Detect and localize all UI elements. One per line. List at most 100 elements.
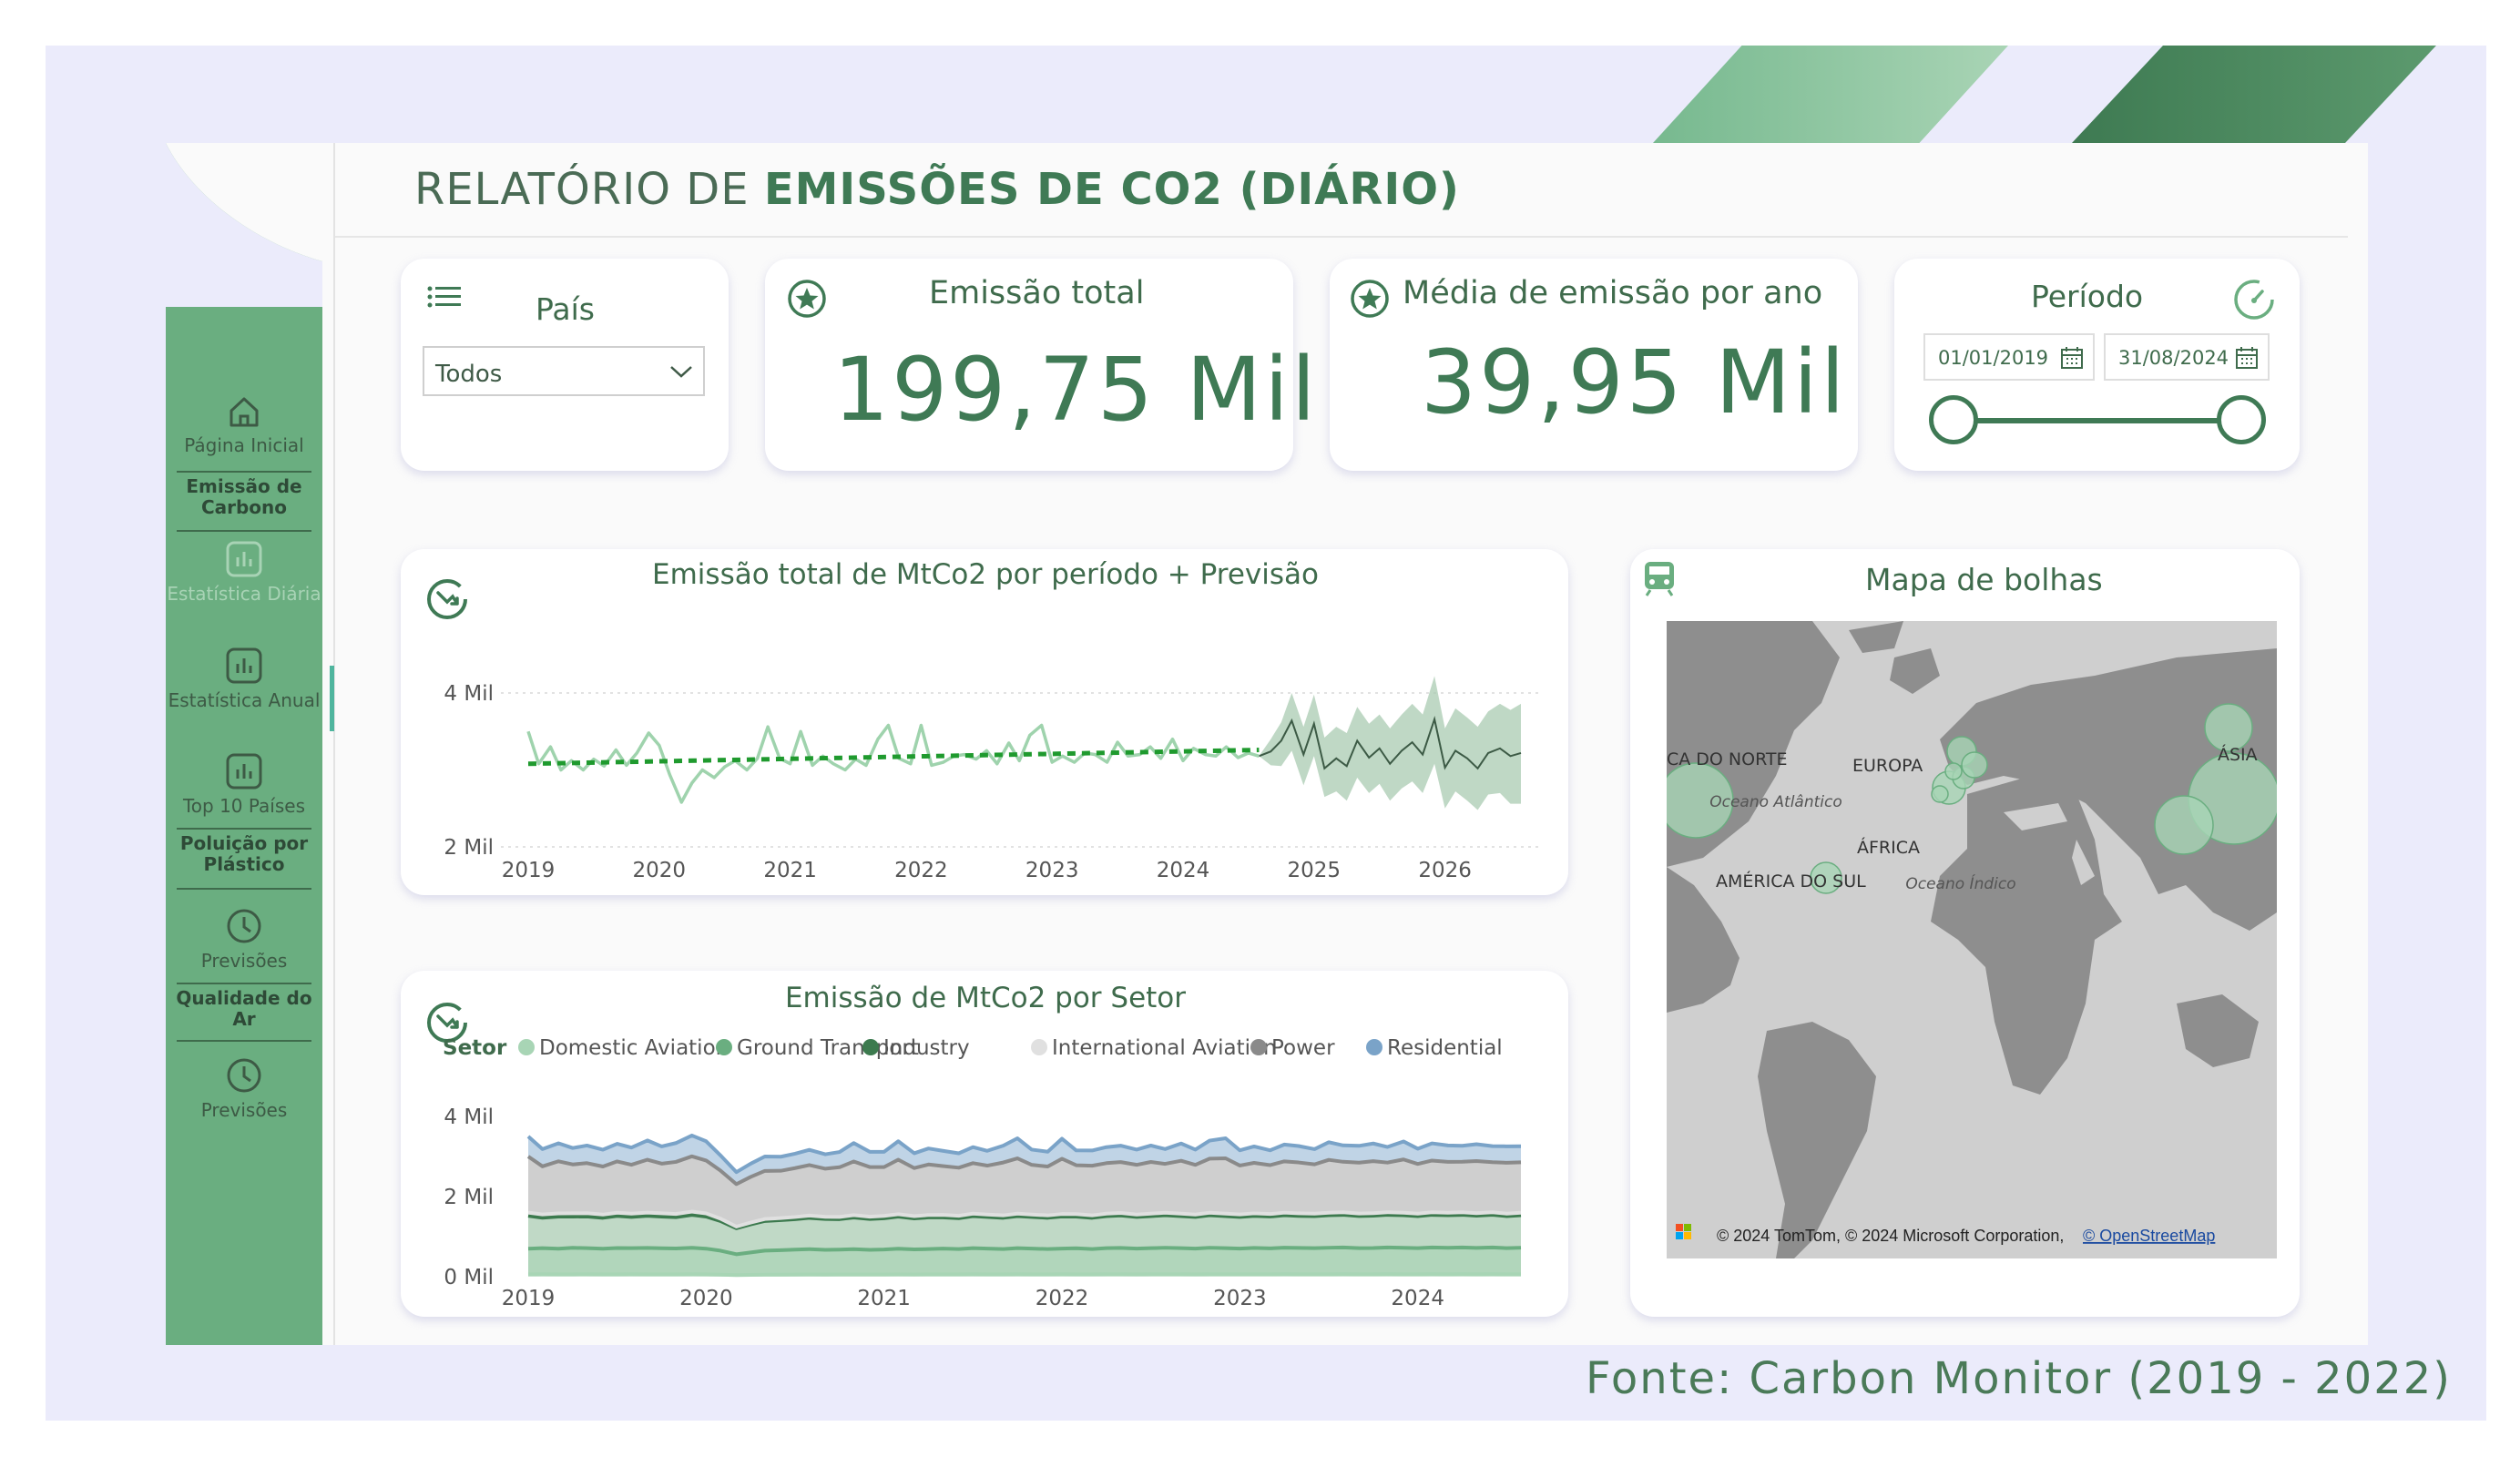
trend-icon [427, 1003, 467, 1043]
country-dropdown[interactable]: Todos [423, 346, 705, 396]
legend-label: Power [1271, 1036, 1335, 1060]
openstreetmap-link[interactable]: © OpenStreetMap [2083, 1227, 2215, 1245]
country-dropdown-value: Todos [435, 361, 503, 388]
legend-swatch [518, 1039, 535, 1055]
clock-icon [227, 909, 261, 943]
area-ground-transport [528, 1247, 1521, 1276]
avg-emission-value: 39,95 Mil [1421, 331, 1848, 433]
chevron-down-icon [670, 366, 692, 378]
sector-chart-tile: Emissão de MtCo2 por Setor Setor Domestic … [401, 971, 1568, 1317]
star-badge-icon [788, 280, 826, 318]
x-tick-label: 2023 [1213, 1287, 1267, 1310]
y-tick-label: 4 Mil [444, 1105, 494, 1129]
sidebar-divider [333, 143, 335, 1345]
map-labels: CA DO NORTE EUROPA ÁSIA Oceano Atlântico… [1667, 744, 2258, 893]
actual-emission-line [526, 723, 1260, 804]
page-title: RELATÓRIO DE EMISSÕES DE CO2 (DIÁRIO) [414, 164, 1460, 215]
map-bubbles [1667, 703, 2277, 894]
total-emission-value: 199,75 Mil [833, 339, 1319, 441]
nav-annual-stats[interactable]: Estatística Anual [166, 646, 322, 711]
area-power [528, 1156, 1521, 1227]
nav-home[interactable]: Página Inicial [166, 391, 322, 456]
map-bubble [1931, 785, 1949, 803]
nav-daily-stats[interactable]: Estatística Diária [166, 539, 322, 605]
legend-label: Residential [1387, 1036, 1503, 1060]
sidebar-curve-decoration [166, 143, 322, 307]
map-bubble [1810, 861, 1842, 894]
legend-label: Industry [883, 1036, 970, 1060]
forecast-line-chart: Emissão total de MtCo2 por período + Pre… [444, 558, 1539, 882]
map-label-europe: EUROPA [1852, 756, 1923, 776]
map-label-africa: ÁFRICA [1857, 837, 1920, 858]
train-icon [1645, 562, 1674, 596]
nav-annual-stats-label: Estatística Anual [168, 689, 321, 711]
avg-emission-title: Média de emissão por ano [1403, 275, 1823, 311]
nav-forecast-1[interactable]: Previsões [166, 906, 322, 972]
nav-section-carbon: Emissão de Carbono [166, 476, 322, 518]
trend-line [527, 748, 1260, 767]
legend-swatch [1031, 1039, 1047, 1055]
nav-top10[interactable]: Top 10 Países [166, 751, 322, 817]
bubble-map-tile: Mapa de bolhas CA DO NORTE EUROPA [1630, 549, 2300, 1317]
x-tick-label: 2020 [679, 1287, 733, 1310]
map-label-asia: ÁSIA [2218, 744, 2258, 765]
nav-divider [177, 530, 311, 532]
sector-area-chart: Emissão de MtCo2 por Setor Setor Domestic … [443, 982, 1522, 1310]
map-bubble [2154, 795, 2214, 855]
period-slider-end-handle[interactable] [2217, 395, 2266, 444]
map-label-atlantic: Oceano Atlântico [1709, 793, 1842, 811]
x-tick-label: 2022 [1036, 1287, 1089, 1310]
period-slider-track [1953, 418, 2240, 423]
calendar-icon [2236, 347, 2258, 369]
map-label-indian: Oceano Índico [1905, 873, 2015, 893]
x-tick-label: 2019 [502, 859, 556, 882]
map-attribution: © 2024 TomTom, © 2024 Microsoft Corporat… [1717, 1227, 2064, 1245]
sidebar-active-indicator [330, 666, 334, 731]
nav-section-plastic: Poluição por Plástico [166, 833, 322, 875]
nav-forecast-1-label: Previsões [200, 950, 288, 972]
map-label-atlantic-text: Oceano Atlântico [1709, 793, 1842, 811]
gauge-icon [2234, 280, 2274, 320]
line-power [526, 1154, 1522, 1187]
legend-swatch [862, 1039, 879, 1055]
x-tick-label: 2021 [857, 1287, 911, 1310]
map-bubble [2204, 703, 2253, 752]
bar-chart-icon [226, 753, 262, 790]
legend-title: Setor [443, 1036, 507, 1060]
nav-divider [177, 888, 311, 890]
microsoft-logo [1676, 1224, 1691, 1239]
period-slider-start-handle[interactable] [1929, 395, 1978, 444]
chart-title: Emissão de MtCo2 por Setor [785, 982, 1186, 1014]
y-tick-label: 4 Mil [444, 682, 494, 706]
legend-swatch [1250, 1039, 1267, 1055]
dashboard-canvas: Página Inicial Emissão de Carbono Estatí… [46, 46, 2486, 1421]
bar-chart-icon [226, 541, 262, 577]
map-label-north-america: CA DO NORTE [1667, 749, 1788, 769]
nav-section-plastic-label: Poluição por Plástico [179, 832, 309, 875]
y-tick-label: 2 Mil [444, 1186, 494, 1209]
x-tick-label: 2023 [1025, 859, 1079, 882]
nav-divider [177, 471, 311, 473]
total-emission-tile: Emissão total 199,75 Mil [765, 259, 1316, 471]
chart-legend: Setor Domestic Aviation Ground TransportIn… [443, 1036, 1503, 1060]
x-tick-label: 2024 [1391, 1287, 1444, 1310]
x-tick-label: 2024 [1157, 859, 1210, 882]
nav-daily-stats-label: Estatística Diária [167, 583, 321, 605]
period-filter-title: Período [2031, 279, 2144, 314]
page-title-bold: EMISSÕES DE CO2 (DIÁRIO) [763, 164, 1460, 215]
map-bubble [1961, 751, 1988, 779]
nav-section-air: Qualidade do Ar [166, 988, 322, 1030]
legend-label: Ground Transport [737, 1036, 919, 1060]
y-tick-label: 2 Mil [444, 836, 494, 860]
map-label-south-america: AMÉRICA DO SUL [1716, 871, 1866, 892]
map-landmasses [1667, 621, 2277, 1258]
end-date-input[interactable]: 31/08/2024 [2104, 333, 2270, 381]
decorative-stripe-dark [2072, 46, 2436, 143]
nav-section-air-label: Qualidade do Ar [176, 987, 312, 1030]
nav-forecast-2[interactable]: Previsões [166, 1055, 322, 1121]
x-tick-label: 2019 [502, 1287, 556, 1310]
trend-icon [427, 579, 467, 619]
start-date-input[interactable]: 01/01/2019 [1923, 333, 2095, 381]
legend-label: International Aviation [1052, 1036, 1277, 1060]
world-map[interactable]: CA DO NORTE EUROPA ÁSIA Oceano Atlântico… [1667, 621, 2277, 1258]
